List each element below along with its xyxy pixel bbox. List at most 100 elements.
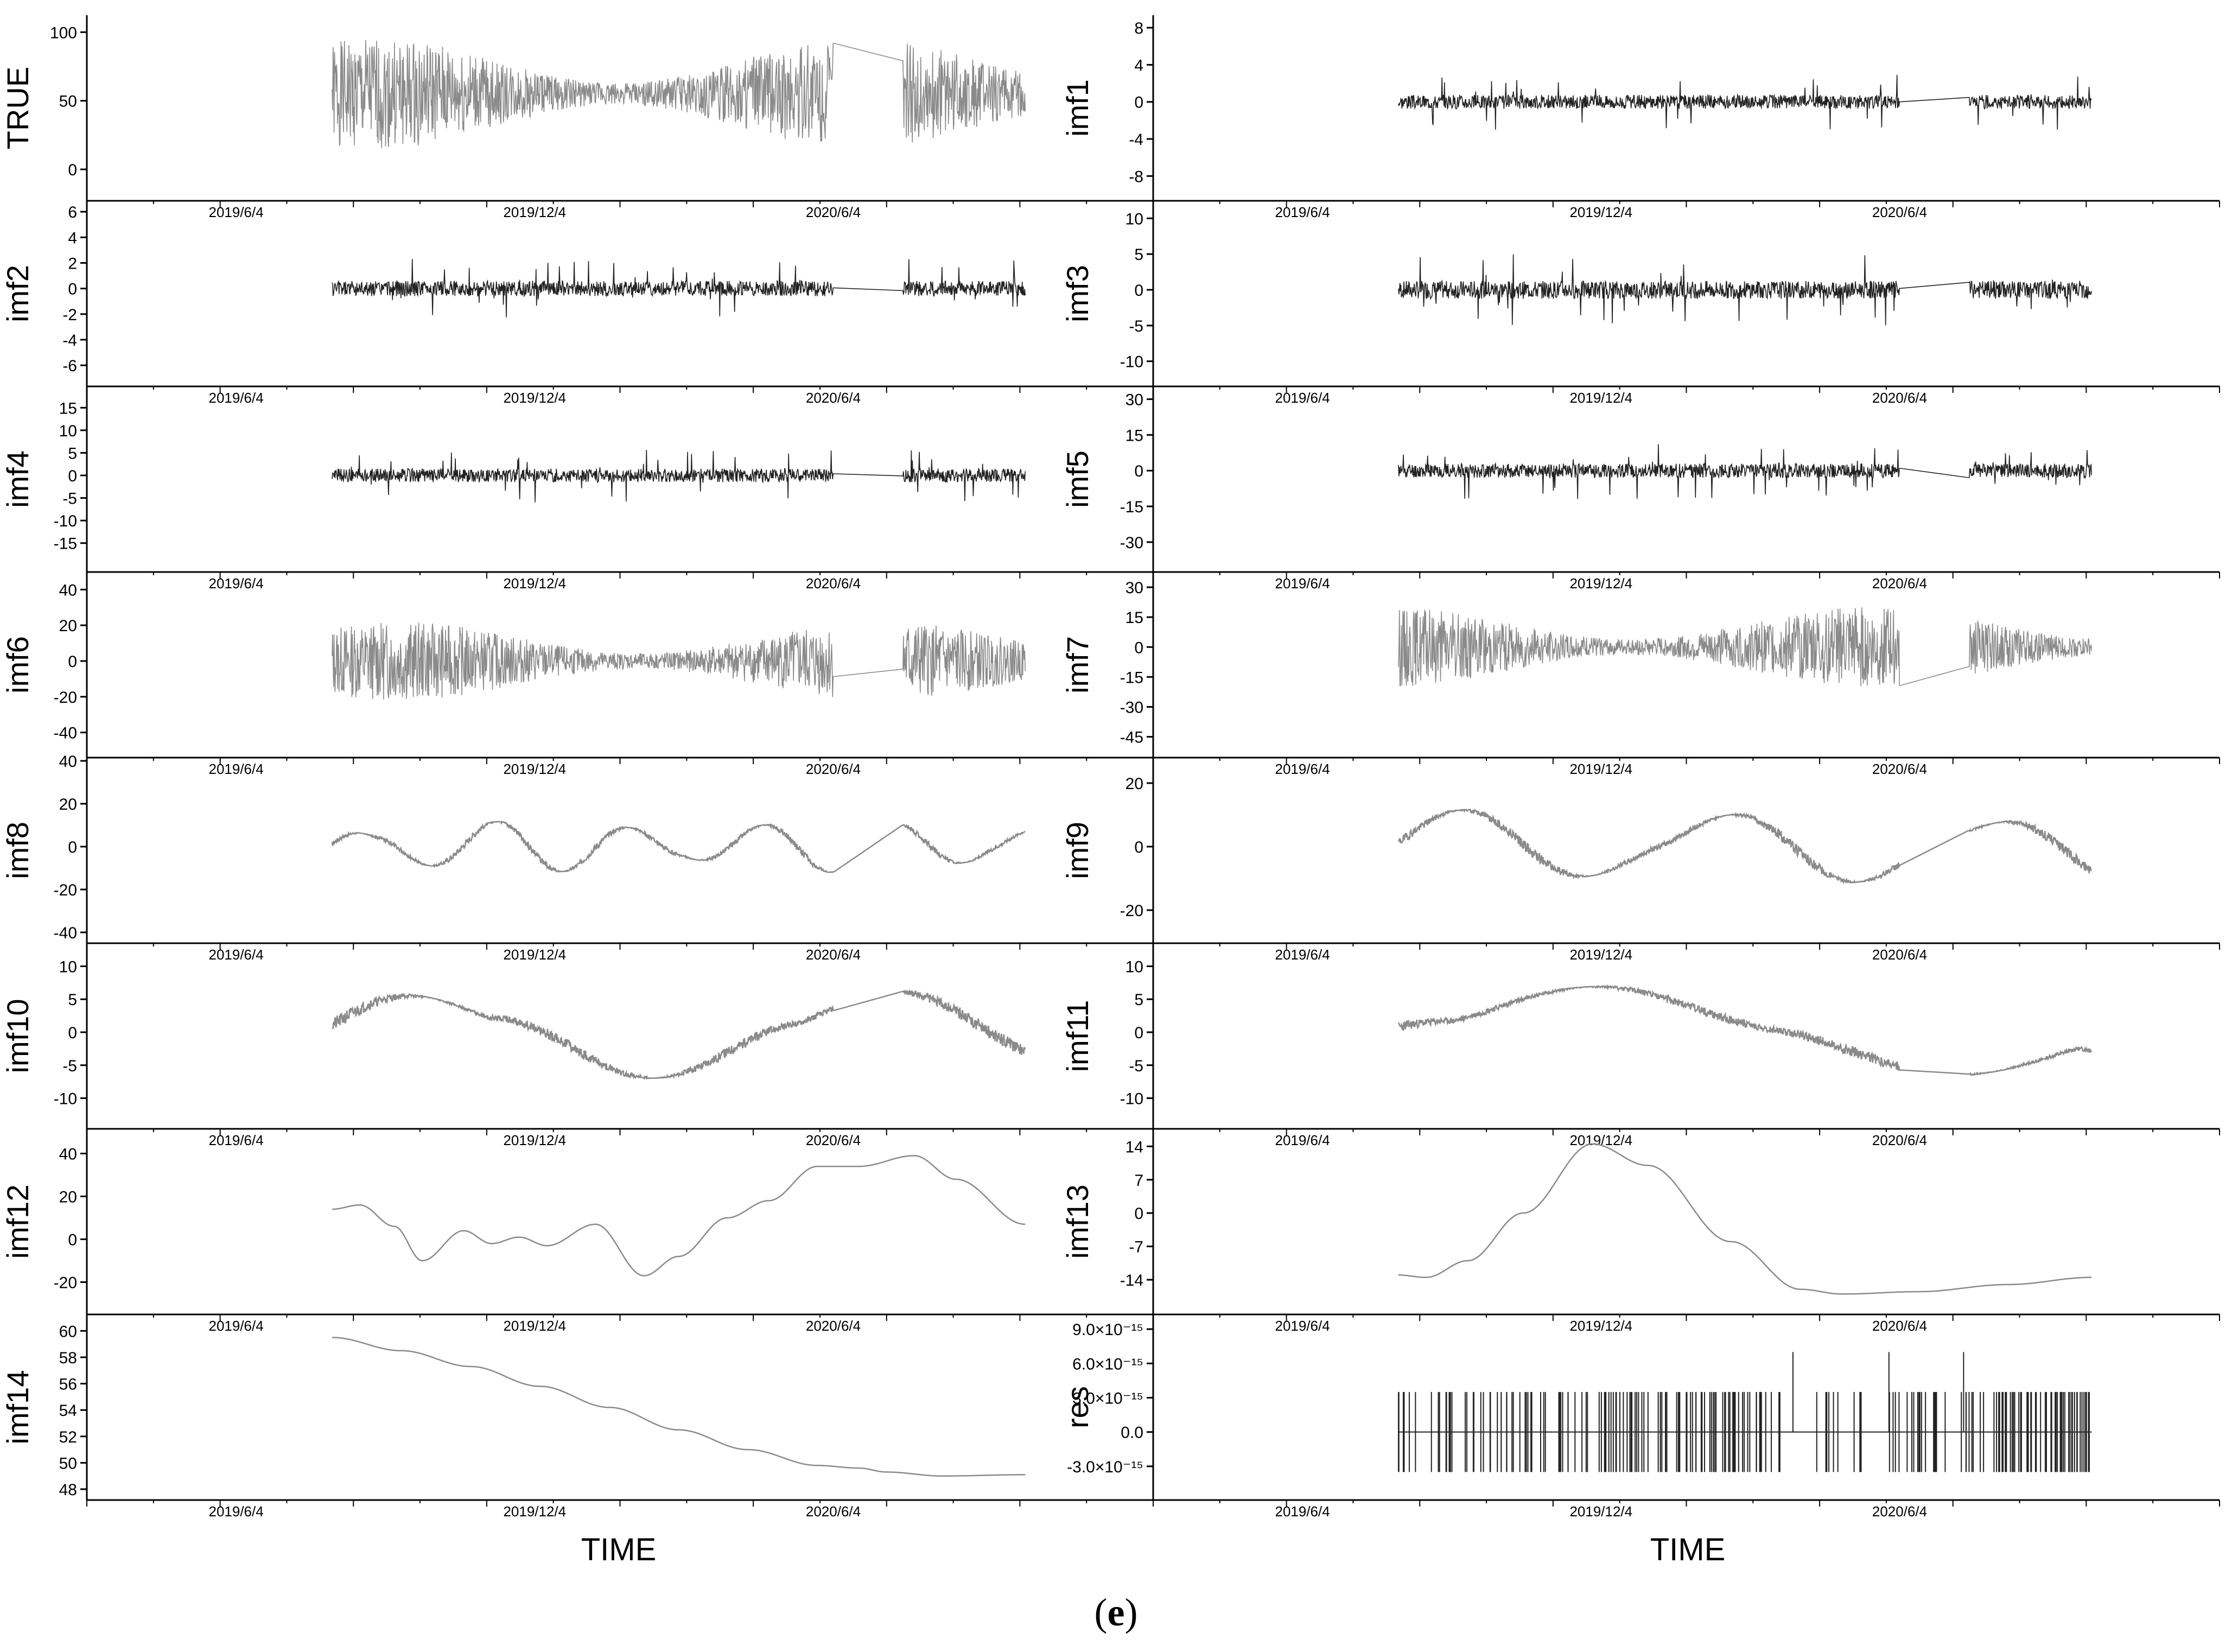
y-tick-label: 10 bbox=[59, 958, 77, 976]
x-tick-label: 2020/6/4 bbox=[806, 390, 861, 406]
x-tick-label: 2019/6/4 bbox=[1275, 946, 1330, 963]
y-tick-label: 0 bbox=[68, 653, 77, 671]
y-tick-label: 2 bbox=[68, 255, 77, 272]
subplot-imf12: 40 20 0 -20 imf12 2019/6/4 2019/12/4 2020/6/4 bbox=[1, 1129, 1154, 1334]
subplot-imf11: 10 5 0 -5 -10 imf11 2019/6/4 2019/12/4 2020/6/4 bbox=[1060, 943, 2220, 1148]
y-axis-label: imf6 bbox=[1, 636, 35, 694]
y-axis-label: TRUE bbox=[1, 67, 35, 149]
y-tick-label: 10 bbox=[1125, 958, 1143, 976]
x-tick-label: 2019/12/4 bbox=[503, 1132, 566, 1148]
figure-caption: (e) bbox=[0, 1590, 2232, 1635]
series-line bbox=[1397, 808, 2093, 885]
y-tick-label: 3.0×10⁻¹⁵ bbox=[1072, 1389, 1143, 1407]
y-tick-label: -4 bbox=[1129, 131, 1143, 149]
x-tick-label: 2019/12/4 bbox=[503, 390, 566, 406]
y-tick-label: 40 bbox=[59, 753, 77, 771]
y-axis-label: res bbox=[1060, 1386, 1095, 1428]
x-tick-label: 2020/6/4 bbox=[1872, 204, 1927, 220]
y-tick-label: 0 bbox=[68, 467, 77, 485]
x-tick-label: 2019/6/4 bbox=[1275, 1132, 1330, 1148]
y-tick-label: 5 bbox=[1134, 246, 1143, 264]
y-tick-label: 7 bbox=[1134, 1172, 1143, 1190]
x-tick-label: 2019/12/4 bbox=[503, 575, 566, 592]
y-tick-label: 54 bbox=[59, 1402, 77, 1420]
series-line bbox=[1398, 254, 2092, 326]
series-line bbox=[332, 450, 1026, 503]
y-tick-label: 50 bbox=[59, 1454, 77, 1472]
y-tick-label: 52 bbox=[59, 1428, 77, 1446]
y-tick-label: 15 bbox=[1125, 609, 1143, 627]
y-tick-label: -20 bbox=[1120, 902, 1143, 920]
x-axis-label-left: TIME bbox=[581, 1532, 657, 1567]
x-tick-label: 2019/12/4 bbox=[1569, 390, 1632, 406]
subplot-imf6: 40 20 0 -20 -40 imf6 2019/6/4 2019/12/4 2020/6/4 bbox=[1, 572, 1154, 777]
subplot-TRUE: 100 50 0 TRUE 2019/6/4 2019/12/4 2020/6/4 bbox=[1, 15, 1154, 220]
x-tick-label: 2020/6/4 bbox=[806, 1318, 861, 1334]
x-tick-label: 2019/6/4 bbox=[1275, 761, 1330, 777]
y-tick-label: 4 bbox=[1134, 56, 1143, 74]
subplot-imf5: 30 15 0 -15 -30 imf5 2019/6/4 2019/12/4 2020/6/4 bbox=[1060, 386, 2220, 592]
y-tick-label: -10 bbox=[1120, 1090, 1143, 1108]
y-tick-label: 0 bbox=[68, 1024, 77, 1042]
x-tick-label: 2019/6/4 bbox=[208, 204, 263, 220]
caption-letter: e bbox=[1107, 1591, 1125, 1634]
y-tick-label: 20 bbox=[59, 617, 77, 635]
y-tick-label: 6.0×10⁻¹⁵ bbox=[1072, 1355, 1143, 1373]
x-tick-label: 2020/6/4 bbox=[806, 761, 861, 777]
x-tick-label: 2019/6/4 bbox=[1275, 1318, 1330, 1334]
x-tick-label: 2019/6/4 bbox=[208, 946, 263, 963]
x-tick-label: 2019/12/4 bbox=[1569, 575, 1632, 592]
series-line bbox=[1398, 607, 2092, 687]
series-line bbox=[332, 259, 1026, 317]
y-tick-label: 20 bbox=[59, 1189, 77, 1206]
x-tick-label: 2019/12/4 bbox=[503, 204, 566, 220]
y-tick-label: 6 bbox=[68, 204, 77, 221]
y-tick-label: 0 bbox=[1134, 94, 1143, 112]
y-tick-label: 5 bbox=[1134, 991, 1143, 1009]
x-tick-label: 2019/6/4 bbox=[208, 1132, 263, 1148]
subplot-imf14: 60 58 56 54 52 50 48 imf14 2019/6/4 2019/12/4 2020… bbox=[1, 1314, 1154, 1520]
subplot-imf1: 8 4 0 -4 -8 imf1 2019/6/4 2019/12/4 2020/6/4 bbox=[1060, 15, 2220, 220]
y-tick-label: -45 bbox=[1120, 729, 1143, 747]
y-tick-label: 0 bbox=[68, 1231, 77, 1249]
y-tick-label: -40 bbox=[54, 924, 77, 942]
y-tick-label: -10 bbox=[54, 1090, 77, 1108]
y-tick-label: 5 bbox=[68, 991, 77, 1009]
y-tick-label: 0 bbox=[1134, 1024, 1143, 1042]
x-tick-label: 2019/6/4 bbox=[208, 1318, 263, 1334]
series-line bbox=[1398, 1143, 2092, 1295]
y-tick-label: 0 bbox=[68, 838, 77, 856]
x-tick-label: 2019/6/4 bbox=[208, 390, 263, 406]
x-tick-label: 2019/6/4 bbox=[1275, 204, 1330, 220]
y-axis-label: imf8 bbox=[1, 822, 35, 879]
series-line bbox=[1398, 74, 2092, 130]
x-tick-label: 2019/12/4 bbox=[1569, 761, 1632, 777]
x-tick-label: 2020/6/4 bbox=[1872, 1503, 1927, 1520]
y-tick-label: -20 bbox=[54, 881, 77, 899]
y-tick-label: 9.0×10⁻¹⁵ bbox=[1072, 1321, 1143, 1339]
y-tick-label: -4 bbox=[62, 332, 77, 350]
y-tick-label: 30 bbox=[1125, 391, 1143, 409]
series-line bbox=[1398, 444, 2092, 499]
y-tick-label: -20 bbox=[54, 1274, 77, 1292]
y-tick-label: 58 bbox=[59, 1349, 77, 1367]
x-tick-label: 2020/6/4 bbox=[1872, 946, 1927, 963]
y-tick-label: -30 bbox=[1120, 699, 1143, 717]
y-axis-label: imf5 bbox=[1060, 450, 1095, 508]
y-tick-label: -15 bbox=[1120, 498, 1143, 516]
y-tick-label: 30 bbox=[1125, 579, 1143, 597]
y-tick-label: 10 bbox=[59, 422, 77, 440]
subplot-res: 9.0×10⁻¹⁵ 6.0×10⁻¹⁵ 3.0×10⁻¹⁵ 0.0 -3.0×10⁻¹⁵… bbox=[1060, 1314, 2220, 1520]
y-tick-label: -15 bbox=[54, 535, 77, 553]
subplot-imf7: 30 15 0 -15 -30 -45 imf7 2019/6/4 2019/12/4 2020/… bbox=[1060, 572, 2220, 777]
y-tick-label: -10 bbox=[54, 512, 77, 530]
y-tick-label: -6 bbox=[62, 357, 77, 375]
x-tick-label: 2020/6/4 bbox=[1872, 390, 1927, 406]
series-line bbox=[332, 1155, 1026, 1276]
series-line bbox=[331, 820, 1026, 873]
y-axis-label: imf11 bbox=[1060, 1000, 1095, 1072]
x-tick-label: 2019/12/4 bbox=[503, 1503, 566, 1520]
subplot-imf3: 10 5 0 -5 -10 imf3 2019/6/4 2019/12/4 2020/6/4 bbox=[1060, 201, 2220, 406]
y-tick-label: -5 bbox=[1129, 317, 1143, 335]
y-tick-label: 20 bbox=[1125, 775, 1143, 793]
